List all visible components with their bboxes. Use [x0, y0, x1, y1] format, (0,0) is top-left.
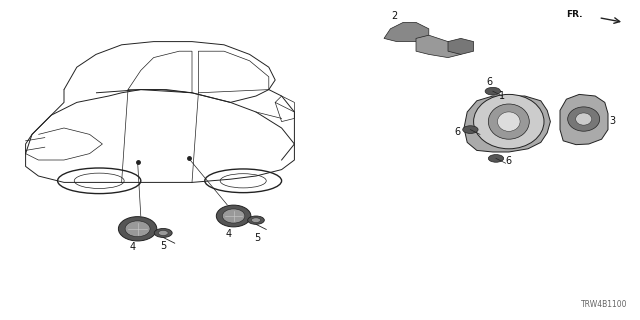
Text: FR.: FR. [566, 10, 582, 19]
Text: 1: 1 [499, 91, 506, 101]
Polygon shape [448, 38, 474, 54]
Polygon shape [416, 35, 461, 58]
Text: 3: 3 [609, 116, 616, 126]
Circle shape [488, 155, 504, 162]
Text: 4: 4 [130, 242, 136, 252]
Text: 6: 6 [486, 77, 492, 87]
Circle shape [248, 216, 264, 224]
Text: 5: 5 [160, 241, 166, 251]
Ellipse shape [576, 113, 592, 125]
Text: 6: 6 [506, 156, 512, 166]
Circle shape [252, 218, 260, 222]
Ellipse shape [474, 94, 544, 149]
Polygon shape [560, 94, 608, 145]
Polygon shape [384, 22, 429, 42]
Text: 2: 2 [392, 11, 398, 21]
Circle shape [154, 228, 172, 237]
Ellipse shape [118, 217, 157, 241]
Circle shape [158, 230, 168, 236]
Text: TRW4B1100: TRW4B1100 [580, 300, 627, 309]
Circle shape [485, 87, 500, 95]
Ellipse shape [222, 209, 245, 223]
Ellipse shape [568, 107, 600, 131]
Ellipse shape [497, 112, 520, 131]
Ellipse shape [488, 104, 529, 139]
Polygon shape [464, 96, 550, 152]
Ellipse shape [216, 205, 251, 227]
Text: 4: 4 [226, 229, 232, 239]
Text: 5: 5 [254, 233, 260, 243]
Circle shape [463, 126, 478, 133]
Ellipse shape [125, 221, 150, 237]
Text: 6: 6 [454, 127, 461, 137]
